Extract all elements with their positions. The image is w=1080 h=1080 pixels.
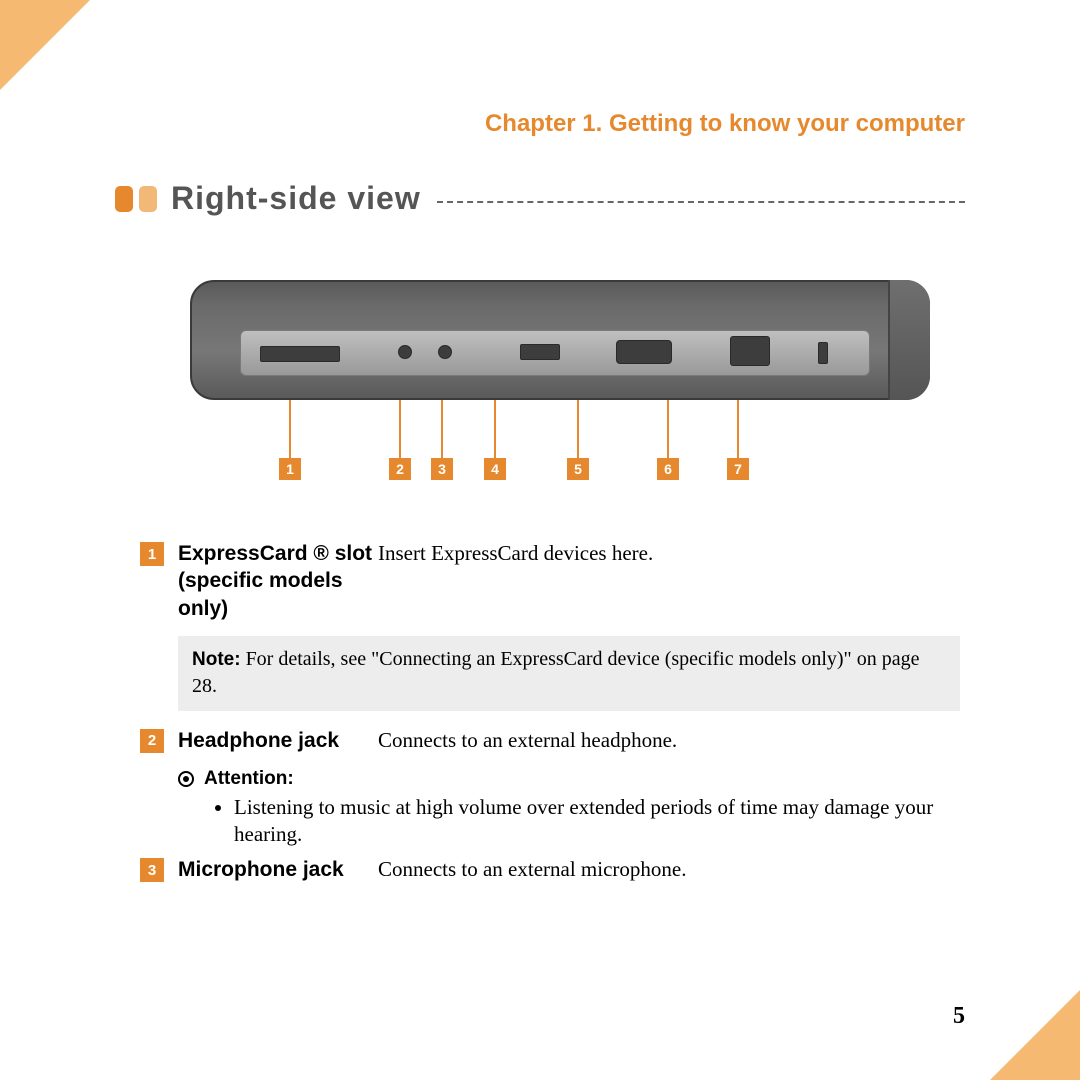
item-description: Connects to an external microphone.: [378, 856, 960, 883]
attention-heading: Attention:: [178, 768, 960, 790]
section-title: Right-side view: [171, 180, 421, 217]
usb-port-icon: [520, 344, 560, 360]
item-term: Microphone jack: [178, 856, 378, 883]
item-number: 1: [140, 542, 164, 566]
section-heading-row: Right-side view: [115, 180, 965, 217]
callout-marker: 4: [484, 400, 506, 480]
callout-number: 1: [279, 458, 301, 480]
corner-decoration-tl: [0, 0, 90, 90]
content-body: 1 ExpressCard ® slot (specific models onl…: [140, 540, 960, 898]
callout-number: 6: [657, 458, 679, 480]
callout-markers: 1234567: [190, 400, 930, 490]
attention-label: Attention:: [204, 768, 294, 790]
callout-line: [667, 400, 669, 458]
attention-icon: [178, 771, 194, 787]
callout-line: [737, 400, 739, 458]
attention-block: Attention: Listening to music at high vol…: [178, 768, 960, 849]
section-divider: [437, 201, 965, 203]
corner-decoration-br: [990, 990, 1080, 1080]
callout-marker: 1: [279, 400, 301, 480]
callout-marker: 7: [727, 400, 749, 480]
callout-line: [494, 400, 496, 458]
manual-page: Chapter 1. Getting to know your computer…: [0, 0, 1080, 1080]
callout-number: 3: [431, 458, 453, 480]
callout-marker: 2: [389, 400, 411, 480]
callout-number: 2: [389, 458, 411, 480]
item-term: Headphone jack: [178, 727, 378, 754]
headphone-jack-icon: [398, 345, 412, 359]
item-description: Insert ExpressCard devices here.: [378, 540, 960, 622]
definition-row: 1 ExpressCard ® slot (specific models onl…: [140, 540, 960, 622]
definition-row: 2 Headphone jackConnects to an external h…: [140, 727, 960, 754]
item-term: ExpressCard ® slot (specific models only…: [178, 540, 378, 622]
lock-slot-icon: [818, 342, 828, 364]
callout-number: 7: [727, 458, 749, 480]
callout-line: [577, 400, 579, 458]
callout-line: [399, 400, 401, 458]
item-number: 3: [140, 858, 164, 882]
attention-bullet: Listening to music at high volume over e…: [234, 794, 960, 849]
note-label: Note:: [192, 649, 241, 670]
chapter-title: Chapter 1. Getting to know your computer: [485, 110, 965, 138]
callout-marker: 6: [657, 400, 679, 480]
section-bullet-icon: [115, 186, 133, 212]
page-number: 5: [953, 1003, 965, 1030]
vga-port-icon: [616, 340, 672, 364]
note-box: Note: For details, see "Connecting an Ex…: [178, 636, 960, 711]
callout-marker: 3: [431, 400, 453, 480]
item-number: 2: [140, 729, 164, 753]
note-text: For details, see "Connecting an ExpressC…: [192, 648, 919, 697]
section-bullet-icon: [139, 186, 157, 212]
callout-marker: 5: [567, 400, 589, 480]
callout-line: [441, 400, 443, 458]
device-end-cap: [888, 280, 930, 400]
expresscard-slot-icon: [260, 346, 340, 362]
microphone-jack-icon: [438, 345, 452, 359]
callout-number: 5: [567, 458, 589, 480]
callout-line: [289, 400, 291, 458]
item-description: Connects to an external headphone.: [378, 727, 960, 754]
callout-number: 4: [484, 458, 506, 480]
ethernet-port-icon: [730, 336, 770, 366]
definition-row: 3 Microphone jackConnects to an external …: [140, 856, 960, 883]
device-side-illustration: [190, 280, 930, 400]
